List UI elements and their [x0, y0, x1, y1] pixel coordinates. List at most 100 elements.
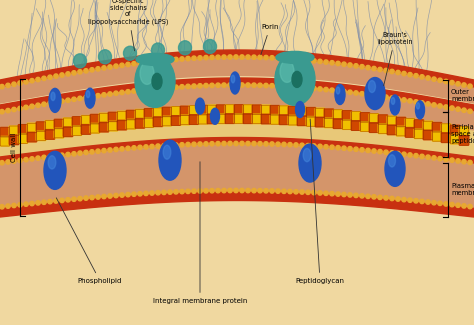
FancyBboxPatch shape — [378, 124, 388, 134]
Circle shape — [384, 68, 388, 73]
FancyBboxPatch shape — [216, 114, 226, 124]
Polygon shape — [0, 190, 474, 217]
FancyBboxPatch shape — [126, 111, 136, 120]
Circle shape — [144, 191, 148, 196]
Circle shape — [270, 84, 274, 88]
Circle shape — [234, 83, 238, 87]
Circle shape — [96, 67, 100, 71]
Circle shape — [372, 66, 376, 71]
Circle shape — [318, 144, 322, 149]
FancyBboxPatch shape — [423, 130, 433, 140]
Circle shape — [372, 149, 376, 153]
Ellipse shape — [136, 53, 174, 65]
FancyBboxPatch shape — [198, 105, 208, 115]
Circle shape — [72, 97, 76, 101]
Circle shape — [78, 70, 82, 74]
Circle shape — [108, 194, 112, 198]
Circle shape — [312, 86, 316, 91]
Circle shape — [48, 75, 52, 79]
Circle shape — [246, 83, 250, 87]
Circle shape — [138, 192, 142, 196]
Circle shape — [234, 55, 238, 59]
Circle shape — [336, 89, 340, 93]
FancyBboxPatch shape — [162, 107, 172, 117]
FancyBboxPatch shape — [306, 108, 316, 117]
Circle shape — [66, 72, 70, 76]
Circle shape — [24, 80, 28, 84]
Circle shape — [354, 64, 358, 68]
FancyBboxPatch shape — [333, 119, 343, 128]
Circle shape — [294, 85, 298, 89]
Polygon shape — [0, 144, 474, 185]
Ellipse shape — [203, 39, 217, 54]
Ellipse shape — [124, 46, 137, 60]
Circle shape — [306, 190, 310, 194]
FancyBboxPatch shape — [396, 117, 406, 127]
FancyBboxPatch shape — [90, 114, 100, 124]
Circle shape — [228, 141, 232, 146]
Circle shape — [246, 55, 250, 59]
Circle shape — [294, 143, 298, 147]
Circle shape — [318, 87, 322, 91]
FancyBboxPatch shape — [342, 120, 352, 129]
Circle shape — [102, 194, 106, 199]
FancyBboxPatch shape — [396, 126, 406, 136]
Circle shape — [390, 196, 394, 201]
Circle shape — [174, 57, 178, 62]
Circle shape — [342, 89, 346, 94]
Circle shape — [252, 83, 256, 87]
Circle shape — [84, 69, 88, 73]
Circle shape — [96, 149, 100, 153]
Circle shape — [126, 90, 130, 94]
FancyBboxPatch shape — [288, 115, 298, 125]
Ellipse shape — [86, 91, 90, 98]
Ellipse shape — [99, 50, 111, 64]
FancyBboxPatch shape — [18, 134, 28, 143]
Circle shape — [66, 152, 70, 157]
Circle shape — [282, 56, 286, 61]
FancyBboxPatch shape — [432, 132, 442, 141]
Circle shape — [312, 190, 316, 195]
Circle shape — [420, 75, 424, 79]
Circle shape — [204, 188, 208, 193]
FancyBboxPatch shape — [315, 108, 325, 118]
Circle shape — [6, 204, 10, 208]
Circle shape — [36, 156, 40, 160]
FancyBboxPatch shape — [405, 128, 415, 137]
Text: Porin: Porin — [261, 24, 279, 55]
Circle shape — [78, 196, 82, 201]
Circle shape — [222, 83, 226, 87]
Circle shape — [42, 76, 46, 81]
Ellipse shape — [303, 149, 311, 162]
FancyBboxPatch shape — [63, 118, 73, 128]
Circle shape — [468, 160, 472, 165]
Circle shape — [270, 142, 274, 146]
Polygon shape — [0, 50, 474, 87]
Circle shape — [444, 105, 448, 109]
Circle shape — [408, 153, 412, 157]
Circle shape — [174, 143, 178, 147]
Circle shape — [426, 76, 430, 80]
Circle shape — [12, 159, 16, 163]
Circle shape — [360, 148, 364, 152]
Circle shape — [120, 63, 124, 68]
Ellipse shape — [210, 108, 219, 124]
Circle shape — [462, 108, 466, 112]
Circle shape — [246, 141, 250, 146]
Circle shape — [360, 65, 364, 69]
Ellipse shape — [335, 84, 345, 105]
Circle shape — [390, 69, 394, 74]
Ellipse shape — [391, 98, 395, 104]
Circle shape — [444, 202, 448, 206]
FancyBboxPatch shape — [297, 116, 307, 125]
Circle shape — [420, 199, 424, 204]
Circle shape — [420, 154, 424, 159]
FancyBboxPatch shape — [315, 117, 325, 127]
Circle shape — [156, 190, 160, 195]
Circle shape — [366, 65, 370, 70]
FancyBboxPatch shape — [99, 113, 109, 123]
Circle shape — [408, 72, 412, 77]
Text: Plasma
membrane: Plasma membrane — [451, 183, 474, 196]
Circle shape — [366, 194, 370, 199]
Circle shape — [138, 145, 142, 150]
